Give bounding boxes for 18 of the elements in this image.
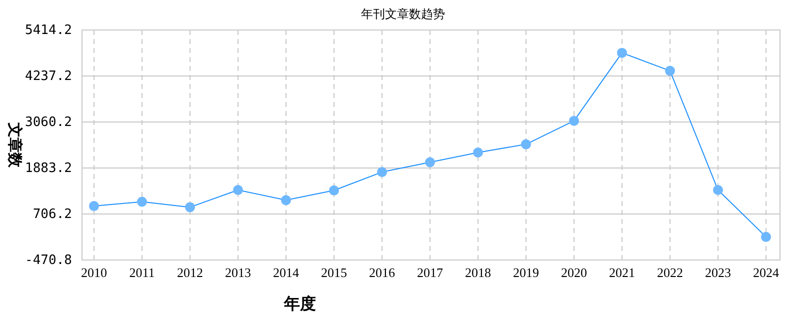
y-axis-title: 文章数 <box>6 122 24 168</box>
x-tick-label: 2024 <box>753 265 780 280</box>
x-axis-title: 年度 <box>283 294 316 313</box>
x-tick-label: 2010 <box>81 265 107 280</box>
x-tick-label: 2023 <box>705 265 731 280</box>
x-tick-label: 2020 <box>561 265 587 280</box>
x-tick-label: 2011 <box>129 265 155 280</box>
x-tick-label: 2013 <box>225 265 251 280</box>
x-tick-label: 2015 <box>321 265 347 280</box>
x-tick-label: 2017 <box>417 265 444 280</box>
chart-title: 年刊文章数趋势 <box>361 7 445 21</box>
x-tick-label: 2019 <box>513 265 539 280</box>
x-tick-label: 2021 <box>609 265 635 280</box>
x-tick-label: 2014 <box>273 265 300 280</box>
x-tick-label: 2012 <box>177 265 203 280</box>
x-tick-label: 2018 <box>465 265 491 280</box>
x-tick-label: 2016 <box>369 265 396 280</box>
x-tick-label: 2022 <box>657 265 683 280</box>
